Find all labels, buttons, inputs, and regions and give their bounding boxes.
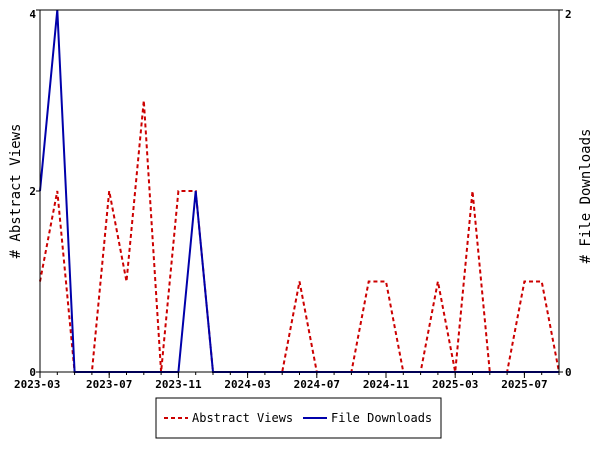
x-tick-label: 2024-11	[363, 378, 410, 391]
y-axis-right-title: # File Downloads	[578, 129, 594, 264]
y-left-tick-label: 0	[29, 366, 36, 379]
x-tick-label: 2024-03	[224, 378, 270, 391]
x-tick-label: 2023-11	[155, 378, 202, 391]
y-axis-left-title: # Abstract Views	[8, 124, 24, 259]
y-axis-right: 02	[559, 8, 572, 379]
y-left-tick-label: 4	[29, 8, 36, 21]
series-line-file-downloads	[39, 9, 559, 373]
y-axis-left: 0 2 4	[29, 8, 40, 379]
x-tick-label: 2024-07	[294, 378, 340, 391]
legend-label-abstract-views: Abstract Views	[192, 411, 293, 425]
y-right-tick-label: 2	[565, 8, 572, 21]
x-tick-label: 2023-03	[14, 378, 60, 391]
x-tick-label: 2025-03	[432, 378, 478, 391]
x-tick-label: 2025-07	[501, 378, 547, 391]
y-right-tick-label: 0	[565, 366, 572, 379]
legend-box	[155, 397, 442, 439]
legend: Abstract Views File Downloads	[155, 397, 442, 439]
x-tick-label: 2023-07	[86, 378, 132, 391]
series-layer	[39, 9, 560, 373]
series-line-abstract-views	[39, 100, 560, 373]
plot-frame	[39, 9, 560, 373]
y-left-tick-label: 2	[29, 185, 36, 198]
x-axis: 2023-03 2023-07 2023-11 2024-03 2024-07 2024-…	[14, 372, 560, 391]
legend-label-file-downloads: File Downloads	[331, 411, 432, 425]
